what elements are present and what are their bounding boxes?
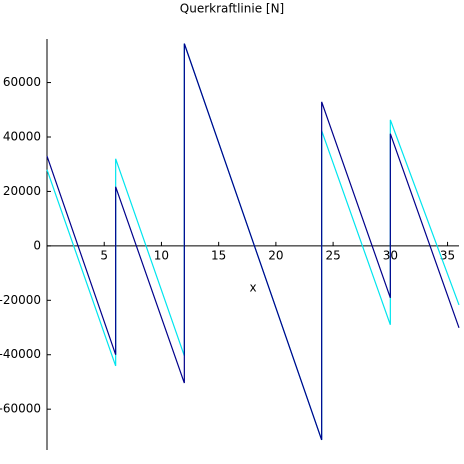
x-axis-label: x — [249, 281, 256, 295]
y-tick-label: -60000 — [0, 402, 41, 416]
x-tick-label: 15 — [211, 248, 226, 262]
x-tick-label: 5 — [100, 248, 108, 262]
y-tick-label: -40000 — [0, 347, 41, 361]
x-tick-label: 20 — [268, 248, 283, 262]
series-line — [46, 43, 460, 441]
y-tick-label: 0 — [33, 238, 41, 252]
y-tick-label: 60000 — [3, 75, 41, 89]
chart-title: Querkraftlinie [N] — [180, 2, 284, 16]
y-tick-label: 20000 — [3, 184, 41, 198]
x-tick-label: 35 — [440, 248, 455, 262]
x-tick-label: 25 — [325, 248, 340, 262]
x-tick-label: 10 — [154, 248, 169, 262]
y-tick-label: 40000 — [3, 129, 41, 143]
y-tick-label: -20000 — [0, 293, 41, 307]
